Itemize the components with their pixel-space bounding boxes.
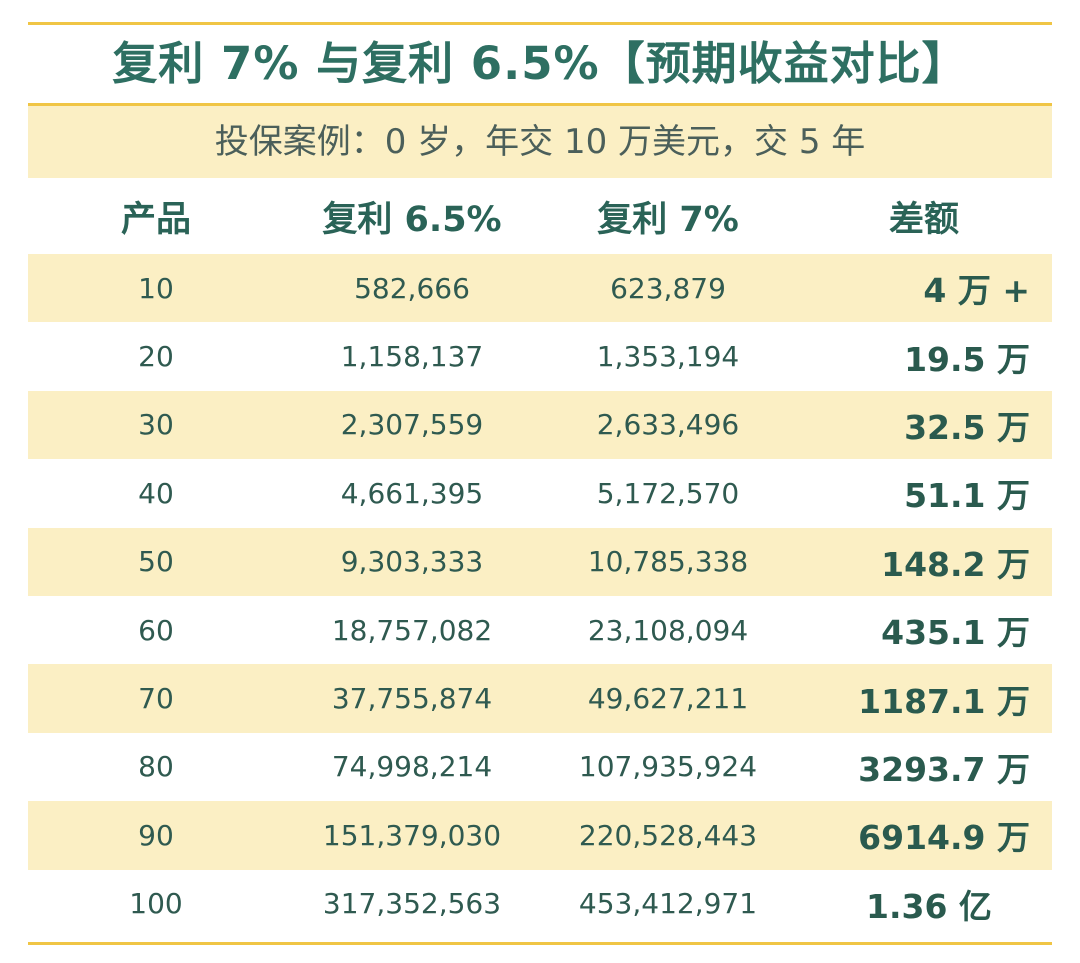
cell-product: 10 [28,254,284,323]
table-row: 10 582,666 623,879 4 万 + [28,254,1052,323]
cell-product: 100 [129,887,183,921]
cell-difference: 1187.1 万 [796,664,1052,733]
bottom-rule [28,941,1052,945]
cell-rate-6-5: 37,755,874 [284,664,540,733]
cell-product: 60 [138,613,174,647]
cell-rate-6-5: 1,158,137 [340,340,484,374]
cell-rate-6-5: 74,998,214 [331,750,493,784]
cell-difference: 4 万 + [796,254,1052,323]
table-row: 40 4,661,395 5,172,570 51.1 万 [28,459,1052,527]
cell-rate-7: 107,935,924 [578,750,758,784]
cell-product: 30 [28,390,284,460]
cell-rate-6-5: 18,757,082 [331,613,493,647]
page-title: 复利 7% 与复利 6.5%【预期收益对比】 [112,37,968,90]
comparison-table: 产品 复利 6.5% 复利 7% 差额 10 582,666 623,879 4… [28,178,1052,938]
table-row: 30 2,307,559 2,633,496 32.5 万 [28,390,1052,460]
case-subtitle: 投保案例：0 岁，年交 10 万美元，交 5 年 [28,106,1052,178]
table-row: 20 1,158,137 1,353,194 19.5 万 [28,322,1052,390]
cell-rate-7: 623,879 [540,254,796,323]
cell-rate-7: 220,528,443 [540,801,796,870]
cell-difference: 435.1 万 [881,613,1030,653]
cell-product: 40 [138,476,174,510]
cell-rate-6-5: 151,379,030 [284,801,540,870]
cell-product: 20 [138,340,174,374]
title-rule [28,103,1052,106]
header-product: 产品 [120,199,191,240]
cell-product: 90 [28,801,284,870]
cell-rate-7: 49,627,211 [540,664,796,733]
cell-rate-6-5: 4,661,395 [340,476,484,510]
cell-rate-6-5: 317,352,563 [322,887,502,921]
table-row: 70 37,755,874 49,627,211 1187.1 万 [28,664,1052,733]
cell-rate-6-5: 2,307,559 [284,390,540,460]
table-row: 60 18,757,082 23,108,094 435.1 万 [28,596,1052,664]
header-difference: 差额 [888,199,959,240]
cell-product: 50 [28,527,284,596]
cell-product: 80 [138,750,174,784]
cell-rate-7: 5,172,570 [596,476,740,510]
cell-difference: 51.1 万 [904,476,1030,516]
cell-difference: 32.5 万 [796,390,1052,460]
comparison-document: 复利 7% 与复利 6.5%【预期收益对比】 投保案例：0 岁，年交 10 万美… [28,22,1052,945]
cell-difference: 3293.7 万 [858,749,1030,789]
table-row: 100 317,352,563 453,412,971 1.36 亿 [28,870,1052,938]
cell-rate-6-5: 582,666 [284,254,540,323]
table-header-row: 产品 复利 6.5% 复利 7% 差额 [28,178,1052,254]
cell-difference: 19.5 万 [904,339,1030,379]
table-row: 80 74,998,214 107,935,924 3293.7 万 [28,733,1052,801]
cell-rate-7: 10,785,338 [540,527,796,596]
table-row: 90 151,379,030 220,528,443 6914.9 万 [28,801,1052,870]
cell-rate-7: 2,633,496 [540,390,796,460]
cell-difference: 148.2 万 [796,527,1052,596]
cell-difference: 1.36 亿 [866,886,992,926]
table-row: 50 9,303,333 10,785,338 148.2 万 [28,527,1052,596]
cell-product: 70 [28,664,284,733]
cell-difference: 6914.9 万 [796,801,1052,870]
cell-rate-7: 23,108,094 [587,613,749,647]
header-rate-6-5: 复利 6.5% [322,199,502,240]
cell-rate-7: 453,412,971 [578,887,758,921]
header-rate-7: 复利 7% [597,199,739,240]
top-rule [28,22,1052,25]
cell-rate-7: 1,353,194 [596,340,740,374]
cell-rate-6-5: 9,303,333 [284,527,540,596]
